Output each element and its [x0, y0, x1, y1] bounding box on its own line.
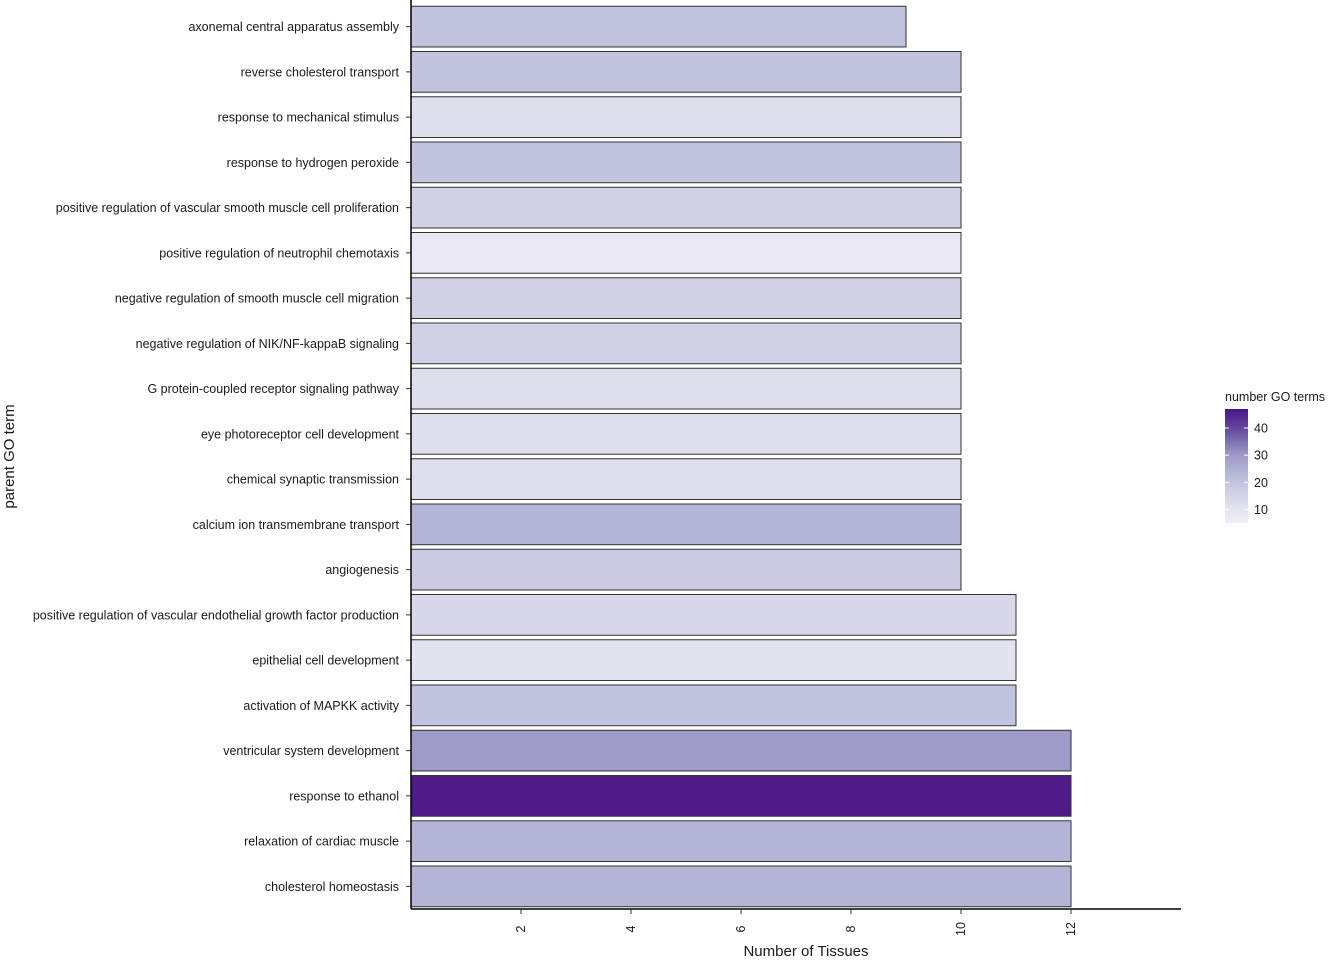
- category-label: G protein-coupled receptor signaling pat…: [147, 382, 399, 396]
- category-label: relaxation of cardiac muscle: [244, 835, 399, 849]
- category-label: reverse cholesterol transport: [241, 65, 400, 79]
- bar: [410, 820, 1072, 862]
- bar: [410, 413, 962, 455]
- bar: [410, 865, 1072, 908]
- category-label: angiogenesis: [325, 563, 399, 577]
- category-label: epithelial cell development: [252, 654, 399, 668]
- category-label: eye photoreceptor cell development: [201, 427, 400, 441]
- category-label: positive regulation of neutrophil chemot…: [159, 246, 399, 260]
- bars-group: [410, 5, 1072, 908]
- x-tick-label: 6: [734, 925, 748, 932]
- legend: number GO terms 10 20 30 40: [1225, 390, 1325, 523]
- bar: [410, 322, 962, 365]
- x-tick-label: 8: [844, 925, 858, 932]
- legend-title: number GO terms: [1225, 390, 1325, 404]
- category-label: response to hydrogen peroxide: [227, 156, 399, 170]
- bar: [410, 141, 962, 184]
- category-label: chemical synaptic transmission: [227, 473, 399, 487]
- x-ticks-group: 2 4 6 8 10 12: [514, 909, 1078, 936]
- bar: [410, 548, 962, 591]
- legend-colorbar: [1225, 409, 1248, 523]
- category-label: activation of MAPKK activity: [243, 699, 399, 713]
- legend-tick-label: 30: [1254, 449, 1268, 463]
- category-labels-group: axonemal central apparatus assembly rever…: [33, 20, 400, 894]
- bar: [410, 5, 907, 48]
- category-label: axonemal central apparatus assembly: [188, 20, 399, 34]
- bar: [410, 503, 962, 546]
- category-label: cholesterol homeostasis: [265, 880, 399, 894]
- bar: [410, 458, 962, 500]
- x-tick-label: 10: [954, 922, 968, 936]
- legend-tick-label: 20: [1254, 476, 1268, 490]
- bar: [410, 367, 962, 410]
- bar: [410, 277, 962, 319]
- y-ticks-group: [406, 26, 411, 887]
- bar: [410, 96, 962, 138]
- legend-tick-label: 40: [1254, 422, 1268, 436]
- bar: [410, 232, 962, 274]
- legend-tick-label: 10: [1254, 503, 1268, 517]
- category-label: response to ethanol: [289, 789, 399, 803]
- category-label: negative regulation of smooth muscle cel…: [115, 292, 399, 306]
- x-tick-label: 4: [624, 925, 638, 932]
- bar: [410, 51, 962, 93]
- bar: [410, 639, 1017, 681]
- category-label: negative regulation of NIK/NF-kappaB sig…: [136, 337, 399, 351]
- bar: [410, 594, 1017, 636]
- x-tick-label: 2: [514, 925, 528, 932]
- x-axis-title: Number of Tissues: [743, 943, 868, 960]
- category-label: calcium ion transmembrane transport: [193, 518, 400, 532]
- category-label: positive regulation of vascular smooth m…: [56, 201, 399, 215]
- bar: [410, 684, 1017, 727]
- category-label: positive regulation of vascular endothel…: [33, 608, 399, 622]
- category-label: response to mechanical stimulus: [218, 111, 399, 125]
- legend-ticks-group: 10 20 30 40: [1225, 422, 1268, 517]
- x-tick-label: 12: [1064, 922, 1078, 936]
- bar: [410, 186, 962, 229]
- bar: [410, 729, 1072, 772]
- y-axis-title: parent GO term: [1, 404, 18, 508]
- category-label: ventricular system development: [223, 744, 399, 758]
- bar: [410, 775, 1072, 817]
